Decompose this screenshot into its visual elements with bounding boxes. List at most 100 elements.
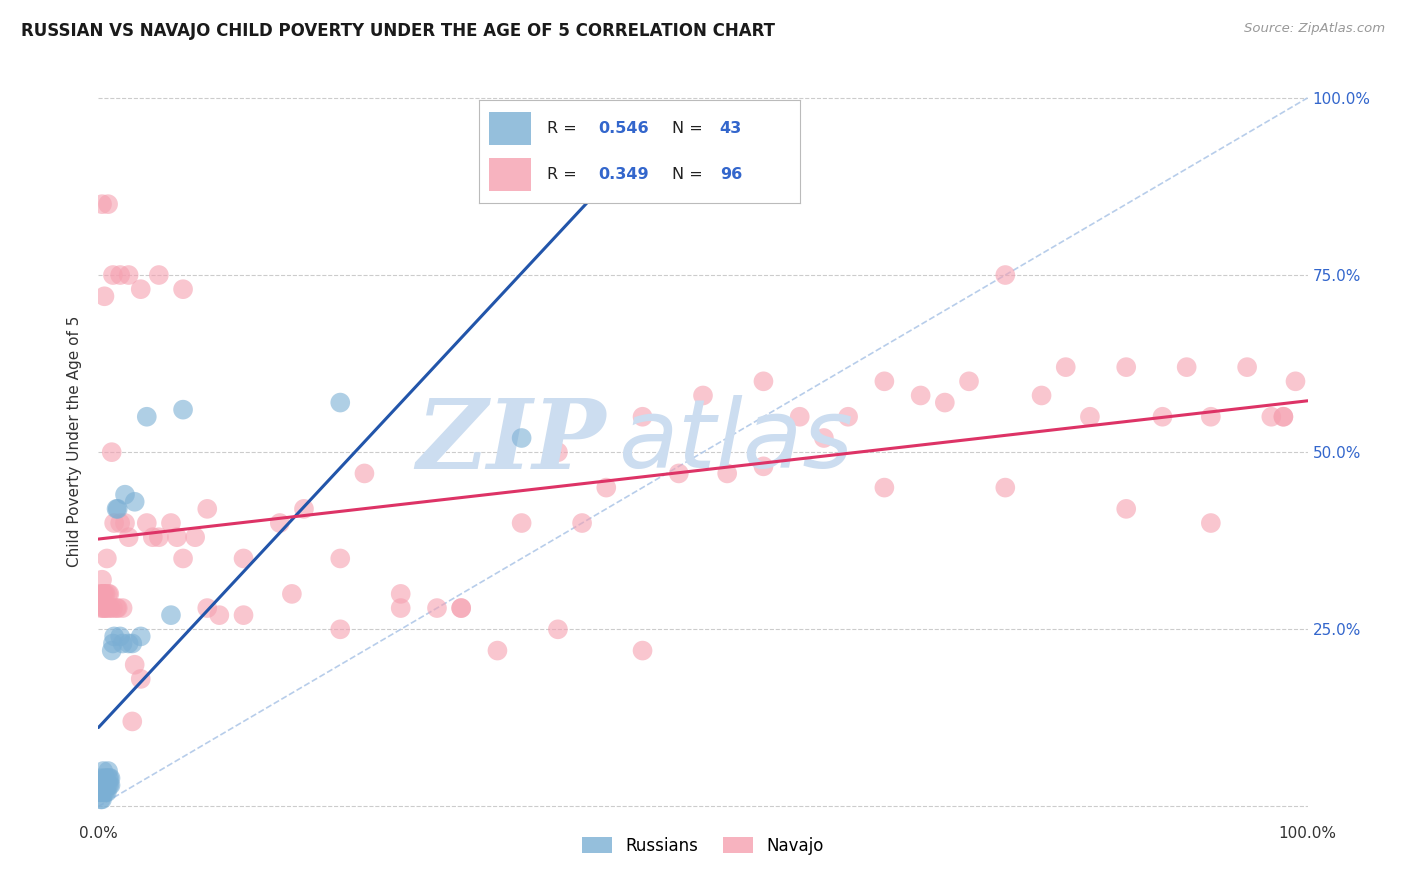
- Point: [668, 467, 690, 481]
- Point: [98, 778, 121, 792]
- Point: [94, 785, 117, 799]
- Point: [91, 785, 114, 799]
- Point: [166, 530, 188, 544]
- Point: [1175, 360, 1198, 375]
- Text: atlas: atlas: [619, 395, 853, 488]
- Point: [208, 608, 231, 623]
- Point: [91, 778, 114, 792]
- Point: [547, 445, 569, 459]
- Point: [111, 636, 134, 650]
- Point: [184, 530, 207, 544]
- Point: [281, 587, 304, 601]
- Point: [910, 388, 932, 402]
- Point: [692, 388, 714, 402]
- Point: [269, 516, 291, 530]
- Point: [716, 467, 738, 481]
- Point: [100, 601, 122, 615]
- Point: [103, 516, 125, 530]
- Text: RUSSIAN VS NAVAJO CHILD POVERTY UNDER THE AGE OF 5 CORRELATION CHART: RUSSIAN VS NAVAJO CHILD POVERTY UNDER TH…: [21, 22, 775, 40]
- Point: [934, 395, 956, 409]
- Point: [1078, 409, 1101, 424]
- Legend: Russians, Navajo: Russians, Navajo: [575, 830, 831, 862]
- Point: [1199, 409, 1222, 424]
- Point: [93, 785, 115, 799]
- Point: [94, 778, 117, 792]
- Point: [97, 771, 120, 785]
- Point: [91, 587, 114, 601]
- Point: [195, 601, 218, 615]
- Point: [90, 771, 112, 785]
- Point: [172, 282, 194, 296]
- Point: [873, 481, 896, 495]
- Point: [91, 573, 114, 587]
- Point: [1054, 360, 1077, 375]
- Point: [93, 778, 115, 792]
- Point: [100, 771, 122, 785]
- Point: [118, 268, 141, 282]
- Point: [97, 197, 120, 211]
- Point: [89, 778, 111, 792]
- Point: [100, 445, 122, 459]
- Point: [450, 601, 472, 615]
- Point: [100, 778, 122, 792]
- Point: [1115, 360, 1137, 375]
- Point: [789, 409, 811, 424]
- Point: [101, 636, 124, 650]
- Point: [96, 551, 118, 566]
- Point: [571, 516, 593, 530]
- Point: [135, 516, 157, 530]
- Point: [1272, 409, 1295, 424]
- Point: [426, 601, 449, 615]
- Point: [93, 587, 115, 601]
- Point: [91, 197, 114, 211]
- Point: [89, 587, 111, 601]
- Point: [160, 516, 183, 530]
- Point: [91, 778, 114, 792]
- Point: [93, 601, 115, 615]
- Point: [91, 792, 114, 806]
- Point: [91, 764, 114, 778]
- Point: [96, 778, 118, 792]
- Point: [124, 657, 146, 672]
- Point: [595, 481, 617, 495]
- Point: [100, 643, 122, 657]
- Point: [631, 409, 654, 424]
- Point: [873, 374, 896, 388]
- Point: [103, 629, 125, 643]
- Point: [97, 778, 120, 792]
- Point: [94, 587, 117, 601]
- Point: [96, 785, 118, 799]
- Point: [142, 530, 165, 544]
- Point: [97, 764, 120, 778]
- Point: [957, 374, 980, 388]
- Point: [90, 601, 112, 615]
- Point: [232, 551, 254, 566]
- Point: [1272, 409, 1295, 424]
- Point: [97, 587, 120, 601]
- Point: [510, 516, 533, 530]
- Point: [89, 785, 111, 799]
- Point: [107, 501, 129, 516]
- Point: [329, 395, 352, 409]
- Point: [107, 601, 129, 615]
- Point: [129, 282, 152, 296]
- Point: [111, 601, 134, 615]
- Point: [118, 636, 141, 650]
- Y-axis label: Child Poverty Under the Age of 5: Child Poverty Under the Age of 5: [67, 316, 83, 567]
- Point: [90, 785, 112, 799]
- Point: [813, 431, 835, 445]
- Point: [1031, 388, 1053, 402]
- Point: [121, 636, 143, 650]
- Point: [353, 467, 375, 481]
- Point: [94, 601, 117, 615]
- Point: [292, 501, 315, 516]
- Point: [97, 601, 120, 615]
- Point: [1199, 516, 1222, 530]
- Point: [98, 771, 121, 785]
- Point: [389, 587, 412, 601]
- Point: [98, 587, 121, 601]
- Point: [1115, 501, 1137, 516]
- Point: [148, 268, 170, 282]
- Point: [108, 516, 131, 530]
- Point: [91, 601, 114, 615]
